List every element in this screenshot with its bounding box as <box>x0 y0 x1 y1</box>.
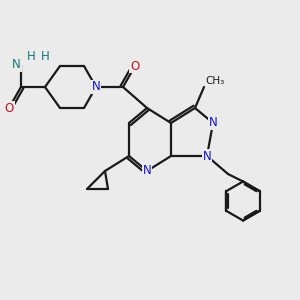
Text: H: H <box>40 50 50 63</box>
Text: N: N <box>202 149 211 163</box>
Text: N: N <box>142 164 152 178</box>
Text: O: O <box>130 59 140 73</box>
Text: N: N <box>12 58 21 71</box>
Text: CH₃: CH₃ <box>206 76 225 85</box>
Text: N: N <box>92 80 100 94</box>
Text: H: H <box>27 50 36 63</box>
Text: N: N <box>208 116 217 130</box>
Text: O: O <box>4 101 14 115</box>
